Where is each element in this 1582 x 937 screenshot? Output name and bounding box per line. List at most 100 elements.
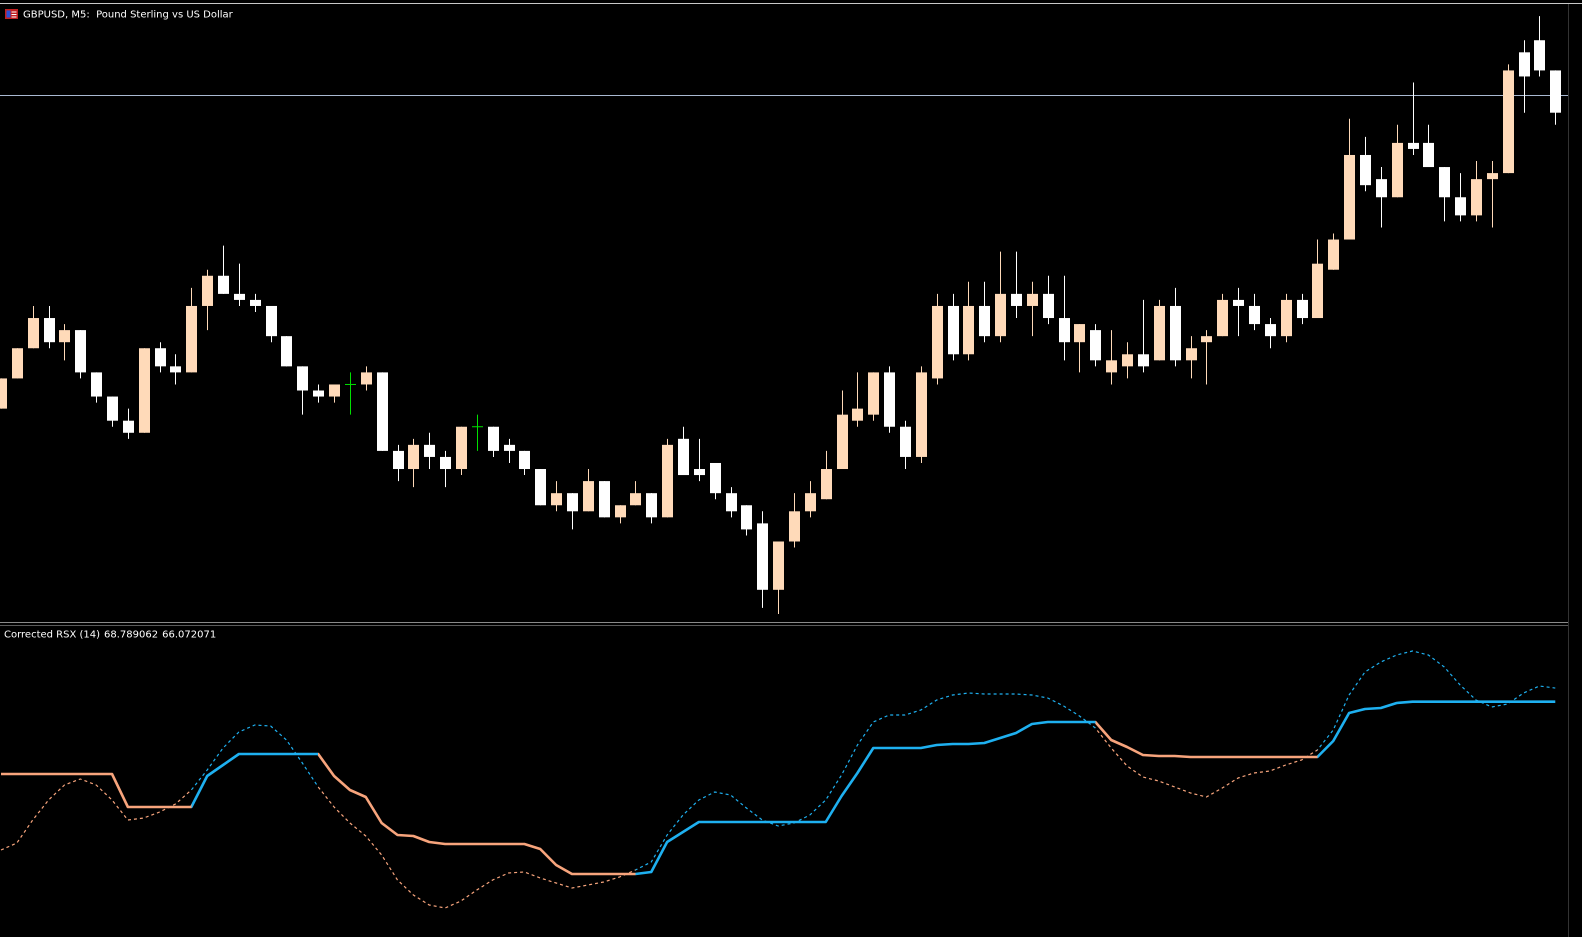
indicator-title: Corrected RSX (14)	[4, 630, 100, 641]
candle-body	[408, 444, 419, 470]
candle-body	[186, 305, 197, 373]
candle-body	[1408, 142, 1419, 149]
candle-body	[900, 426, 911, 457]
candle-body	[1090, 330, 1101, 361]
indicator-value: 66.072071	[162, 630, 216, 641]
candle-body	[281, 336, 292, 367]
candle-body	[59, 330, 70, 343]
candle-body	[852, 408, 863, 421]
candle-body	[91, 372, 102, 397]
candle-body	[741, 505, 752, 530]
candle-body	[28, 318, 39, 349]
candle-body	[1138, 354, 1149, 367]
candle-body	[615, 505, 626, 518]
candle-body	[1297, 299, 1308, 319]
candle-body	[599, 481, 610, 518]
candle-body	[1487, 173, 1498, 180]
icon-part	[6, 10, 11, 18]
candle-body	[1503, 70, 1514, 174]
candle-body	[1471, 179, 1482, 216]
candle-body	[1519, 52, 1530, 77]
candle-body	[710, 462, 721, 494]
candle-body	[837, 414, 848, 470]
candle-body	[1265, 324, 1276, 337]
indicator-value: 68.789062	[104, 630, 158, 641]
candle-body	[995, 293, 1006, 337]
candle-body	[726, 493, 737, 512]
candle-body	[1360, 154, 1371, 186]
candle-body	[1170, 305, 1181, 361]
candle-body	[488, 426, 499, 451]
candle-body	[1439, 167, 1450, 198]
indicator-label: Corrected RSX (14) 68.789062 66.072071	[4, 630, 216, 641]
candle-body	[535, 469, 546, 506]
candle-body	[1233, 299, 1244, 306]
candle-body	[519, 450, 530, 470]
candle-body	[1106, 360, 1117, 373]
candle-body	[932, 305, 943, 379]
candle-body	[678, 438, 689, 476]
candle-body	[1455, 197, 1466, 216]
candle-body	[1059, 318, 1070, 343]
candle-body	[155, 348, 166, 367]
candle-body	[1011, 293, 1022, 306]
candle-body	[1344, 154, 1355, 240]
rsx-line-dotted	[0, 650, 1556, 909]
candle-body	[266, 305, 277, 337]
candle-body	[1376, 179, 1387, 198]
candle-body	[1122, 354, 1133, 367]
candle-body	[567, 493, 578, 512]
candle-body	[1550, 70, 1561, 113]
candle-body	[75, 330, 86, 373]
candle-body	[646, 493, 657, 518]
candle-body	[456, 426, 467, 470]
candle-body	[1328, 239, 1339, 270]
candle-body	[948, 305, 959, 355]
candle-body	[916, 372, 927, 457]
candle-body	[12, 348, 23, 379]
candle-body	[979, 305, 990, 337]
candle-body	[440, 456, 451, 470]
candle-body	[1423, 142, 1434, 168]
candle-body	[218, 275, 229, 294]
candle-body	[170, 366, 181, 373]
candle-body	[1534, 40, 1545, 71]
candle-body	[44, 318, 55, 343]
candle-body	[551, 493, 562, 506]
symbol-icon	[5, 9, 18, 19]
candle-body	[1201, 336, 1212, 343]
candle-body	[583, 481, 594, 512]
candle-body	[1281, 299, 1292, 337]
candle-body	[234, 293, 245, 300]
candle-body	[1027, 293, 1038, 306]
candle-body	[424, 444, 435, 457]
candle-body	[868, 372, 879, 415]
candle-body	[1043, 293, 1054, 319]
candle-body	[139, 348, 150, 433]
candle-body	[361, 372, 372, 385]
candle-body	[757, 523, 768, 590]
candle-body	[0, 378, 7, 409]
candle-body	[805, 493, 816, 512]
candle-body	[773, 541, 784, 590]
candle-body	[1074, 324, 1085, 343]
candle-body	[789, 511, 800, 542]
candle-body	[202, 275, 213, 306]
candle-body	[821, 469, 832, 500]
candle-body	[1186, 348, 1197, 361]
candle-body	[1217, 299, 1228, 337]
candle-body	[377, 372, 388, 451]
candle-body	[884, 372, 895, 427]
candle-body	[107, 396, 118, 421]
candle-body	[329, 384, 340, 397]
candle-body	[504, 444, 515, 451]
candle-body	[123, 420, 134, 433]
candle-body	[1312, 263, 1323, 319]
candle-body	[963, 305, 974, 355]
candle-body	[313, 390, 324, 397]
candle-body	[1249, 305, 1260, 325]
